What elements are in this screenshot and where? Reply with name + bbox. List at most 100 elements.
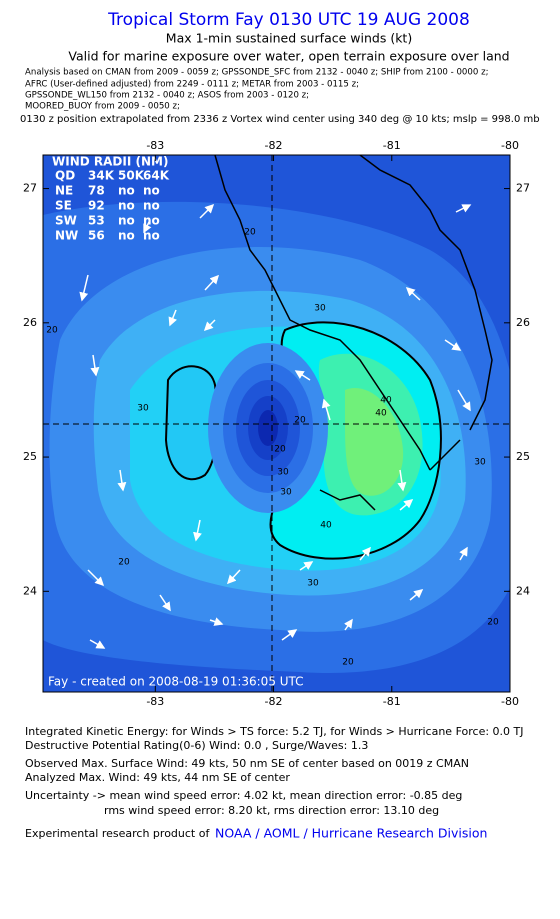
footer-line: Uncertainty -> mean wind speed error: 4.… (25, 789, 462, 802)
wind-vector (405, 286, 421, 301)
x-tick-label: -82 (265, 139, 283, 152)
wind-radii-cell: no (118, 214, 135, 228)
x-tick-label: -81 (383, 139, 401, 152)
credit-link[interactable]: NOAA / AOML / Hurricane Research Divisio… (215, 826, 487, 841)
wind-radii-cell: no (143, 229, 160, 243)
wind-vector (193, 519, 202, 542)
x-tick-label: -80 (501, 139, 519, 152)
wind-vector (344, 618, 353, 631)
wind-vector (159, 594, 171, 612)
footer-line: Destructive Potential Rating(0-6) Wind: … (25, 739, 368, 752)
wind-vector (321, 398, 331, 421)
contour-label: 40 (375, 409, 387, 419)
wind-vector (79, 274, 89, 302)
wind-radii-cell: NW (55, 229, 78, 243)
wind-vector (199, 203, 215, 219)
subtitle: Max 1-min sustained surface winds (kt) (166, 31, 412, 46)
wind-vector (299, 561, 314, 571)
wind-radii-cell: no (118, 229, 135, 243)
map-frame (42, 154, 511, 693)
wind-vectors (79, 203, 472, 649)
contour-label: 30 (307, 579, 319, 589)
axis-ticks: -83 -83 -82 -82 -81 -81 -80 -80 24 24 25 25 26 26 27 27 (23, 139, 530, 708)
wind-vector (117, 469, 127, 492)
source-line: Analysis based on CMAN from 2009 - 0059 … (25, 68, 488, 78)
title: Tropical Storm Fay 0130 UTC 19 AUG 2008 (107, 10, 470, 30)
wind-radii-cell: no (143, 199, 160, 213)
y-tick-label: 25 (23, 450, 37, 463)
wind-vector (226, 569, 241, 585)
source-line: AFRC (User-defined adjusted) from 2249 -… (25, 80, 359, 90)
contour-label: 30 (280, 488, 292, 498)
contour-label: 30 (474, 458, 486, 468)
wind-vector (203, 319, 216, 332)
wind-vector (399, 499, 414, 511)
credit-prefix: Experimental research product of (25, 827, 210, 840)
wind-vector (444, 339, 462, 351)
contour-label: 30 (277, 468, 289, 478)
contour-labels: 20 20 30 20 30 40 40 30 20 30 20 20 20 30 40 30 (46, 228, 499, 668)
wind-vector (143, 219, 152, 234)
source-line: MOORED_BUOY from 2009 - 0050 z; (25, 102, 180, 112)
contour-label: 20 (487, 618, 499, 628)
contour-label: 20 (342, 658, 354, 668)
wind-vector (459, 546, 468, 561)
wind-radii-cell: QD (55, 169, 75, 183)
y-tick-label: 27 (516, 182, 530, 195)
y-tick-label: 26 (23, 316, 37, 329)
validity: Valid for marine exposure over water, op… (68, 49, 509, 64)
wind-radii-cell: no (118, 199, 135, 213)
wind-radii-cell: 53 (88, 214, 105, 228)
footer-line: Analyzed Max. Wind: 49 kts, 44 nm SE of … (25, 771, 290, 784)
footer-line: Observed Max. Surface Wind: 49 kts, 50 n… (25, 757, 469, 770)
contour-label: 30 (314, 304, 326, 314)
wind-radii-cell: 64K (143, 169, 170, 183)
wind-vector (359, 546, 371, 561)
position-note: 0130 z position extrapolated from 2336 z… (20, 114, 540, 125)
wind-vector (87, 569, 105, 587)
wind-radii-cell: no (118, 184, 135, 198)
y-tick-label: 24 (516, 584, 530, 597)
contour-band (345, 388, 404, 496)
wind-radii-cell: 78 (88, 184, 105, 198)
wind-vector (90, 354, 100, 377)
wind-radii-cell: 92 (88, 199, 105, 213)
wind-vector (281, 629, 298, 641)
wind-radii-cell: NE (55, 184, 73, 198)
wind-vector (168, 309, 177, 327)
x-tick-label: -81 (383, 695, 401, 708)
wind-vector (455, 204, 472, 213)
contour-label: 20 (294, 416, 306, 426)
contour-label: 20 (118, 558, 130, 568)
wind-radii-title: WIND RADII (NM) (52, 155, 168, 169)
wind-vector (457, 389, 471, 412)
y-tick-label: 26 (516, 316, 530, 329)
low-band (258, 410, 278, 446)
wind-radii-cell: SE (55, 199, 72, 213)
wind-vector (89, 639, 106, 649)
contour-label: 40 (320, 521, 332, 531)
wind-vector (204, 274, 220, 291)
source-line: GPSSONDE_WL150 from 2132 - 0040 z; ASOS … (25, 91, 309, 101)
wind-radii-cell: 56 (88, 229, 105, 243)
wind-vector (397, 469, 407, 492)
wind-vector (409, 589, 424, 601)
contour-label: 20 (274, 445, 286, 455)
y-tick-label: 25 (516, 450, 530, 463)
contour-label: 20 (46, 326, 58, 336)
x-tick-label: -82 (265, 695, 283, 708)
wind-radii-cell: 34K (88, 169, 115, 183)
wind-radii-cell: no (143, 184, 160, 198)
y-tick-label: 27 (23, 182, 37, 195)
coastline (214, 155, 493, 511)
contour-label: 20 (244, 228, 256, 238)
x-tick-label: -83 (146, 139, 164, 152)
footer-line: rms wind speed error: 8.20 kt, rms direc… (104, 804, 439, 817)
y-tick-label: 24 (23, 584, 37, 597)
wind-vector (209, 617, 224, 626)
map-credit: Fay - created on 2008-08-19 01:36:05 UTC (48, 675, 304, 689)
x-tick-label: -83 (146, 695, 164, 708)
